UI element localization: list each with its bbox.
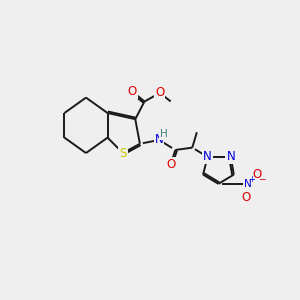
Text: O: O (242, 191, 251, 204)
Text: N: N (226, 150, 235, 164)
Text: H: H (160, 129, 168, 139)
Text: O: O (155, 86, 164, 100)
Text: O: O (166, 158, 175, 171)
Text: S: S (119, 146, 127, 160)
Text: −: − (258, 174, 265, 183)
Text: N: N (203, 150, 212, 164)
Text: +: + (248, 176, 255, 184)
Text: O: O (128, 85, 137, 98)
Text: N: N (155, 134, 164, 146)
Text: O: O (252, 168, 262, 181)
Text: N: N (244, 179, 252, 189)
